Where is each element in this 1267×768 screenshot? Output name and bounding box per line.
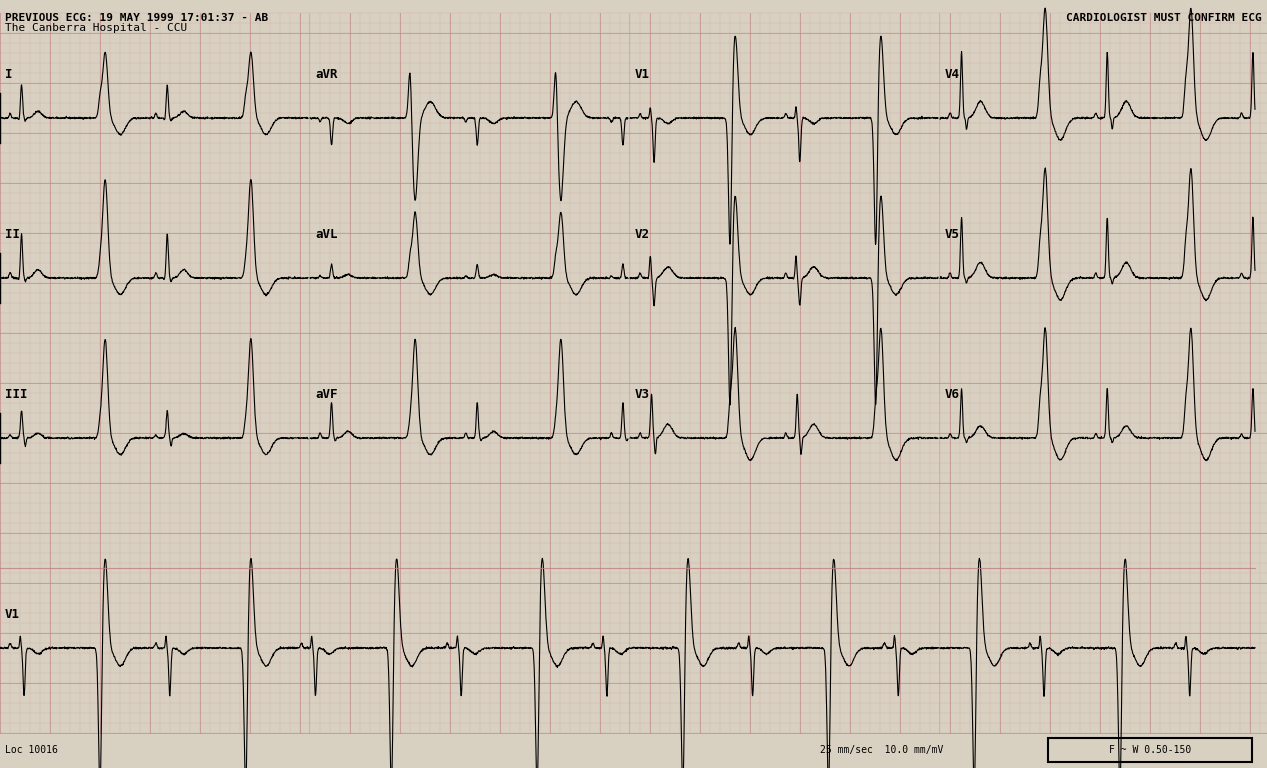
- Text: V1: V1: [635, 68, 650, 81]
- Text: Loc 10016: Loc 10016: [5, 745, 58, 755]
- Text: F ~ W 0.50-150: F ~ W 0.50-150: [1109, 745, 1191, 755]
- Text: PREVIOUS ECG: 19 MAY 1999 17:01:37 - AB: PREVIOUS ECG: 19 MAY 1999 17:01:37 - AB: [5, 13, 269, 23]
- Text: The Canberra Hospital - CCU: The Canberra Hospital - CCU: [5, 23, 188, 33]
- Text: V3: V3: [635, 388, 650, 401]
- Text: V5: V5: [945, 228, 960, 241]
- Text: I: I: [5, 68, 13, 81]
- Text: V2: V2: [635, 228, 650, 241]
- Text: III: III: [5, 388, 28, 401]
- Text: aVR: aVR: [315, 68, 337, 81]
- Text: V1: V1: [5, 608, 20, 621]
- Text: V6: V6: [945, 388, 960, 401]
- Text: II: II: [5, 228, 20, 241]
- Text: 25 mm/sec  10.0 mm/mV: 25 mm/sec 10.0 mm/mV: [820, 745, 944, 755]
- Text: aVL: aVL: [315, 228, 337, 241]
- Text: aVF: aVF: [315, 388, 337, 401]
- Text: V4: V4: [945, 68, 960, 81]
- FancyBboxPatch shape: [1048, 738, 1252, 762]
- Text: CARDIOLOGIST MUST CONFIRM ECG: CARDIOLOGIST MUST CONFIRM ECG: [1067, 13, 1262, 23]
